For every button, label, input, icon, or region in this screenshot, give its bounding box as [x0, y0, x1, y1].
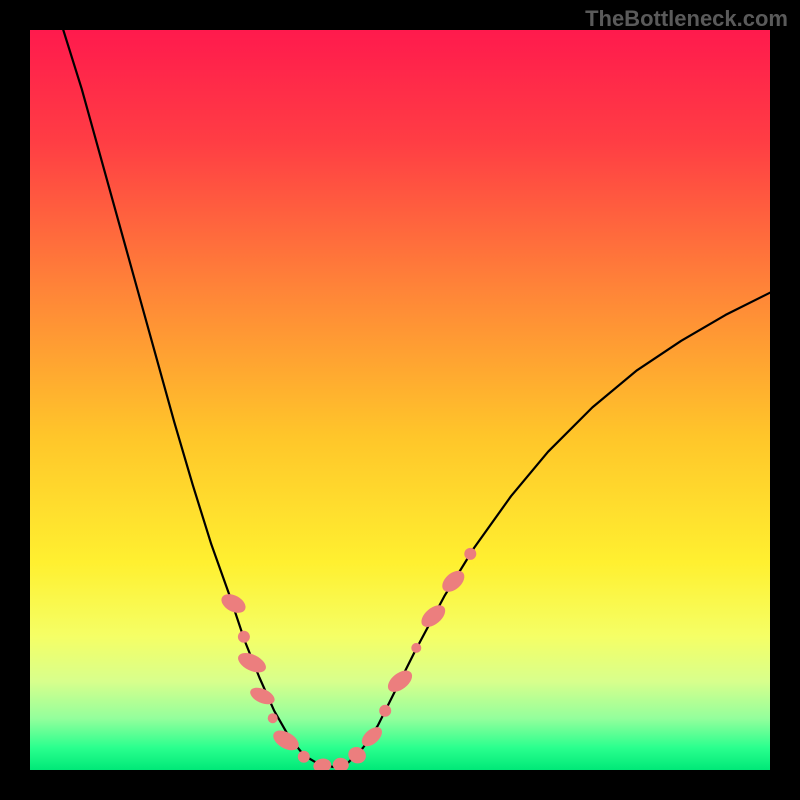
- curve-marker: [298, 751, 310, 763]
- watermark-text: TheBottleneck.com: [585, 6, 788, 32]
- curve-marker: [438, 567, 468, 596]
- curve-marker: [268, 713, 278, 723]
- bottleneck-curve: [63, 30, 770, 767]
- curve-marker: [379, 705, 391, 717]
- curve-marker: [312, 757, 332, 770]
- curve-layer: [30, 30, 770, 770]
- plot-area: [30, 30, 770, 770]
- curve-marker: [417, 601, 449, 631]
- curve-marker: [332, 757, 349, 770]
- curve-marker: [358, 723, 385, 749]
- curve-marker: [238, 631, 250, 643]
- curve-markers: [218, 548, 476, 770]
- curve-marker: [248, 684, 277, 707]
- curve-marker: [411, 643, 421, 653]
- curve-marker: [464, 548, 476, 560]
- curve-marker: [384, 666, 416, 696]
- curve-marker: [235, 649, 269, 677]
- chart-root: TheBottleneck.com: [0, 0, 800, 800]
- curve-marker: [218, 590, 248, 616]
